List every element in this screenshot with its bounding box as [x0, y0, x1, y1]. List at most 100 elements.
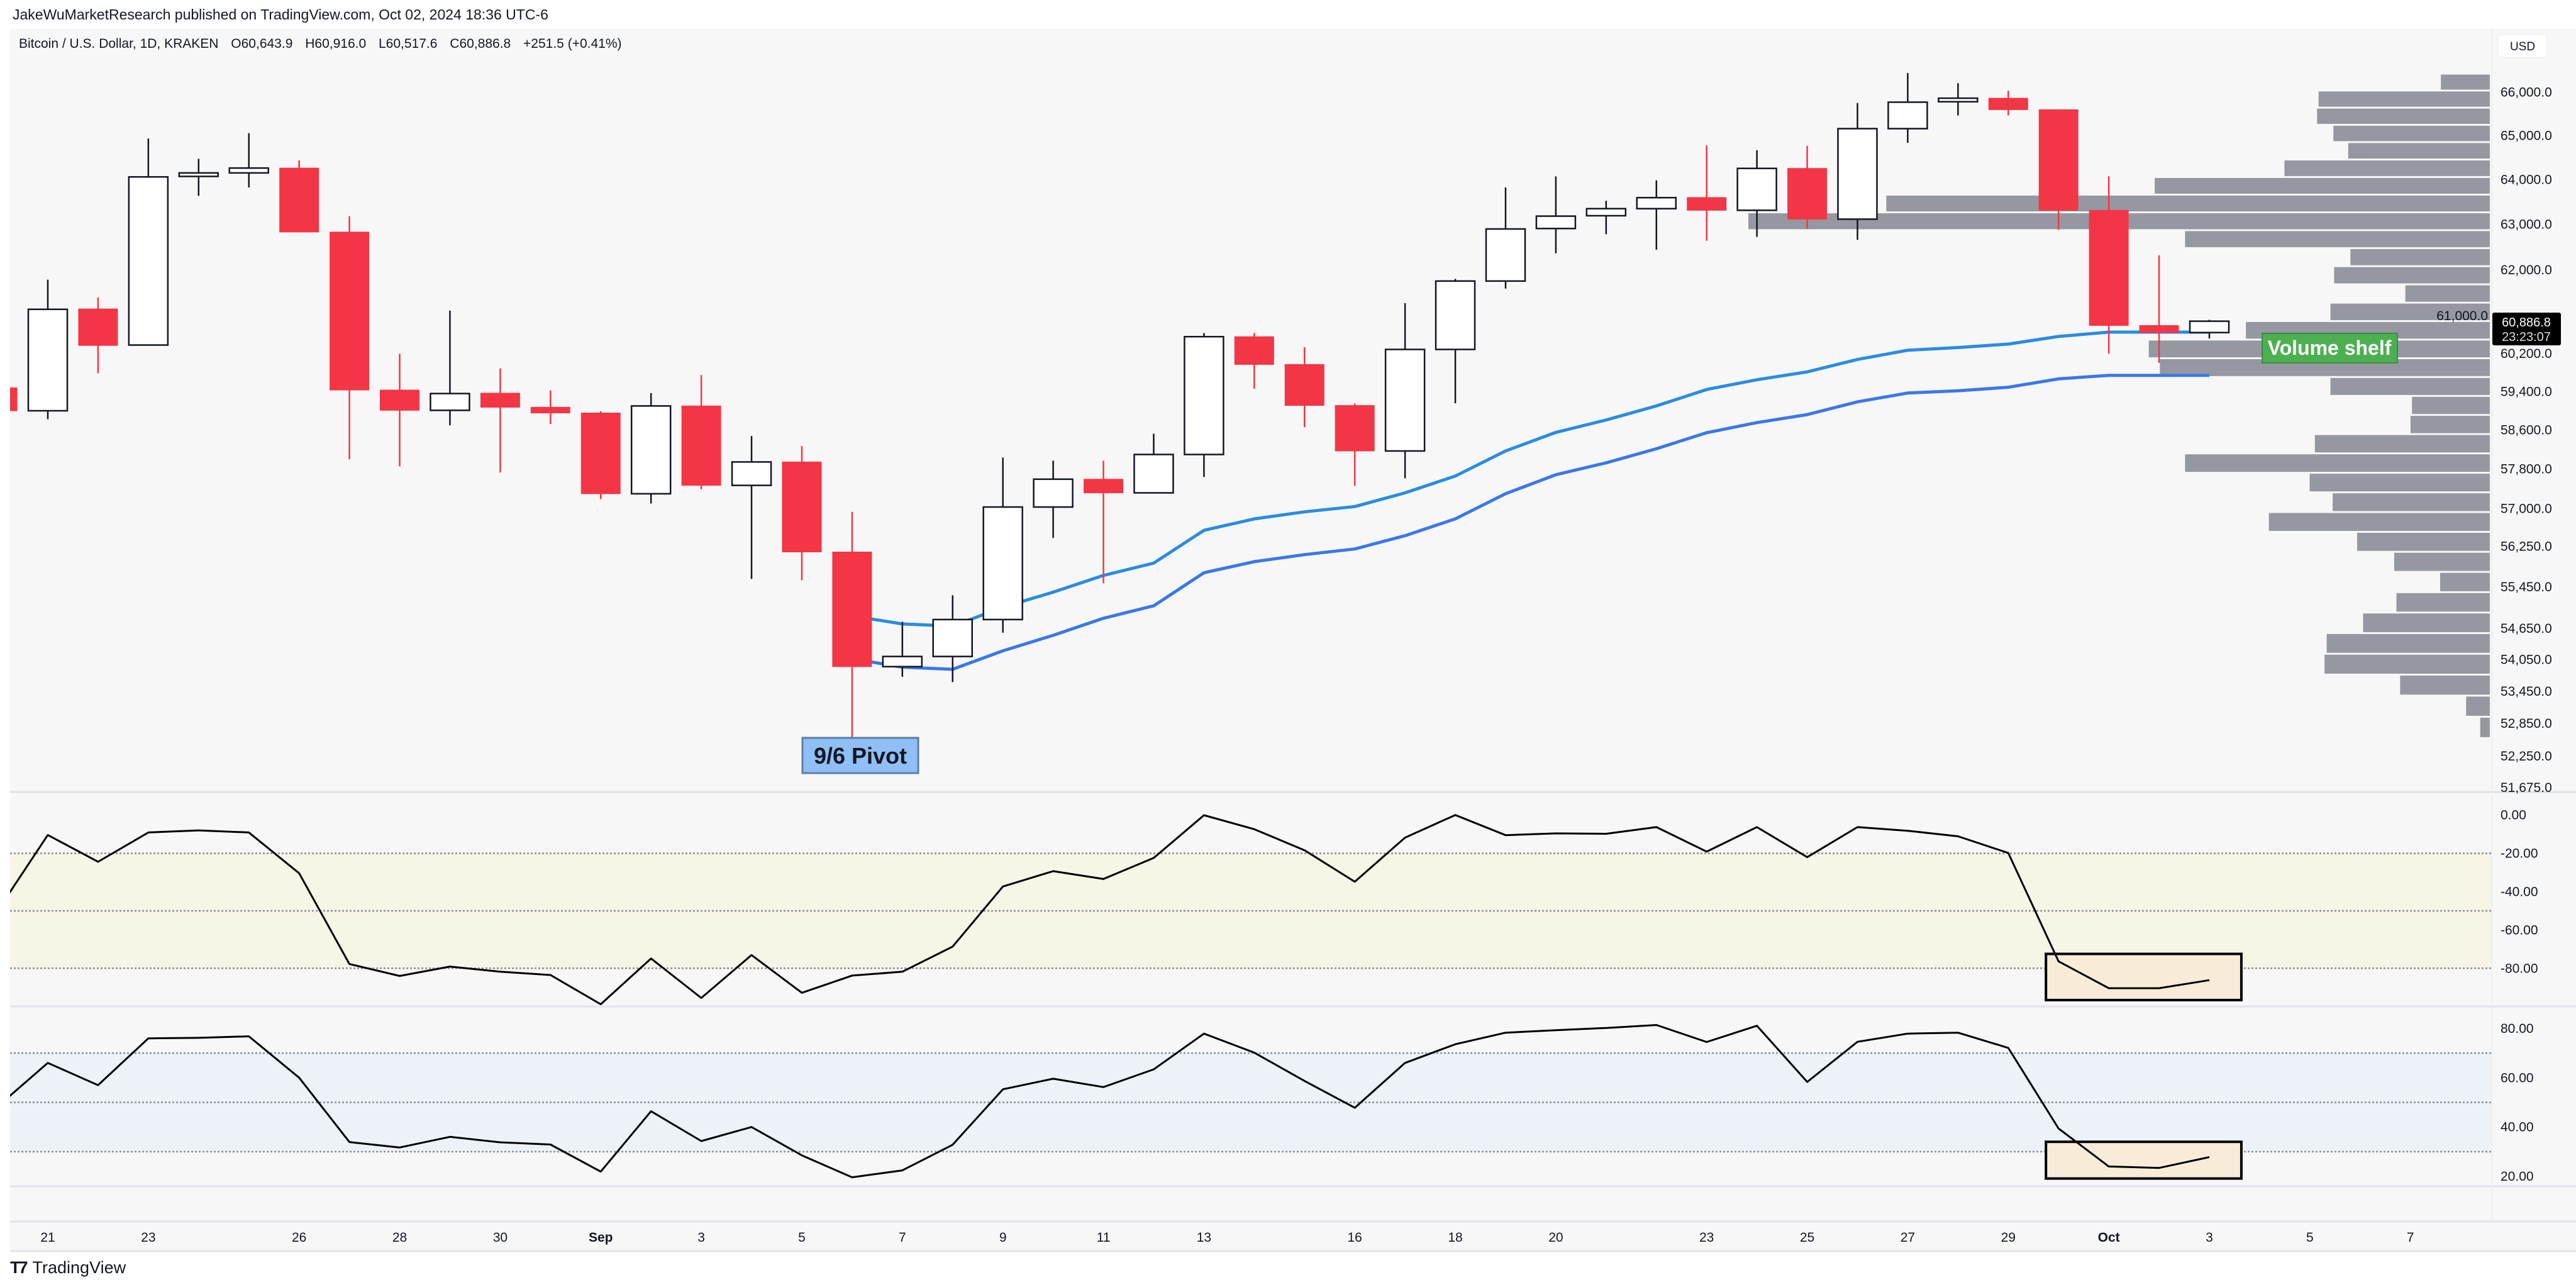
footer-brand[interactable]: T7 TradingView — [10, 1258, 126, 1278]
candle-body — [1033, 478, 1074, 508]
candle-body — [982, 506, 1023, 621]
candle — [1535, 176, 1577, 254]
time-axis-label: 23 — [1699, 1230, 1714, 1245]
candle — [1133, 433, 1174, 494]
bar-countdown: 23:23:07 — [2502, 330, 2551, 344]
time-axis-label: 27 — [1901, 1230, 1915, 1245]
candle-body — [1887, 101, 1928, 130]
price-axis-label: 62,000.0 — [2501, 263, 2552, 277]
candle-body — [1133, 454, 1174, 494]
candle-body — [832, 552, 872, 667]
volume-profile-bar — [2466, 696, 2490, 716]
candle — [1234, 333, 1274, 389]
candle — [731, 436, 772, 579]
price-axis-label: 66,000.0 — [2501, 85, 2552, 99]
volume-shelf-label[interactable]: Volume shelf — [2262, 333, 2398, 364]
time-axis-label: 30 — [493, 1230, 508, 1245]
volume-profile-bar — [2394, 552, 2490, 571]
candle — [1084, 460, 1124, 584]
candle — [1687, 145, 1727, 241]
pivot-label[interactable]: 9/6 Pivot — [801, 737, 919, 774]
oscillator-1-line — [10, 814, 2210, 1005]
candle — [1887, 73, 1928, 143]
volume-profile-bar — [2350, 248, 2490, 265]
candle-body — [1084, 479, 1124, 494]
time-axis-label: 16 — [1348, 1230, 1362, 1245]
candle — [1837, 103, 1878, 240]
candle — [1184, 333, 1224, 477]
oscillator-axis-label: 20.00 — [2501, 1169, 2534, 1184]
candle-body — [178, 172, 219, 177]
symbol-name[interactable]: Bitcoin / U.S. Dollar, 1D, KRAKEN — [19, 36, 219, 51]
time-axis-label: 13 — [1197, 1230, 1211, 1245]
volume-profile-bar — [2440, 572, 2490, 591]
candle-body — [1938, 97, 1979, 103]
oscillator-axis-label: -60.00 — [2501, 923, 2538, 937]
candle — [681, 375, 721, 489]
candle — [480, 368, 520, 473]
candle — [1938, 83, 1979, 116]
currency-button[interactable]: USD — [2497, 34, 2548, 58]
candle — [1485, 187, 1526, 289]
candle — [1033, 460, 1074, 538]
candle — [1988, 91, 2028, 116]
candle-body — [1535, 215, 1577, 230]
oscillator-pane-1[interactable] — [0, 814, 2492, 1005]
candle — [1787, 145, 1828, 229]
volume-profile-bar — [2185, 454, 2490, 472]
candle-body — [330, 231, 370, 391]
volume-profile-bar — [2309, 474, 2490, 492]
price-pane[interactable] — [0, 73, 2490, 739]
candle-body — [380, 389, 420, 411]
candle — [832, 511, 872, 739]
time-axis-label: 5 — [2306, 1230, 2314, 1245]
candle — [128, 138, 169, 346]
candle-body — [2139, 325, 2179, 333]
price-axis-label: 65,000.0 — [2501, 128, 2552, 143]
candle-body — [480, 393, 520, 408]
time-axis-label: 23 — [141, 1230, 155, 1245]
brand-name: TradingView — [32, 1258, 126, 1277]
volume-profile-bar — [2412, 396, 2490, 415]
candle-body — [681, 405, 721, 486]
ohlc-close: C60,886.8 — [450, 36, 511, 51]
candle — [78, 297, 118, 374]
volume-profile-bar — [1886, 195, 2490, 212]
oscillator-axis-label: 80.00 — [2501, 1022, 2534, 1036]
candle — [882, 621, 923, 677]
price-axis-label: 58,600.0 — [2501, 423, 2552, 438]
time-axis-label: 9 — [999, 1230, 1007, 1245]
time-axis-label: 3 — [2206, 1230, 2213, 1245]
oscillator-axis-label: 60.00 — [2501, 1071, 2534, 1085]
volume-profile-bar — [2357, 532, 2490, 551]
ohlc-open: O60,643.9 — [231, 36, 293, 51]
volume-profile-bar — [2400, 675, 2490, 695]
candle — [10, 387, 18, 411]
candle — [530, 390, 570, 425]
pivot-text: 9/6 Pivot — [814, 743, 907, 769]
candle-body — [10, 387, 18, 411]
time-axis-label: 21 — [40, 1230, 55, 1245]
volume-profile-bar — [2396, 593, 2490, 612]
volume-profile — [1748, 74, 2490, 737]
candle — [2089, 176, 2129, 354]
volume-profile-bar — [2268, 513, 2490, 531]
candle-body — [1585, 208, 1627, 217]
time-axis-label: 20 — [1548, 1230, 1563, 1245]
symbol-legend: Bitcoin / U.S. Dollar, 1D, KRAKEN O60,64… — [19, 36, 631, 52]
candle — [1335, 403, 1375, 486]
candle — [2189, 320, 2230, 339]
candle-body — [1736, 167, 1777, 211]
oscillator-axis-label: -20.00 — [2501, 847, 2538, 861]
price-axis-label: 52,250.0 — [2501, 749, 2552, 764]
candle — [2038, 109, 2079, 230]
candle-body — [782, 461, 822, 553]
candle-body — [1284, 364, 1324, 406]
last-price-tag: 60,886.8 23:23:07 — [2492, 313, 2561, 345]
oscillator-pane-2[interactable] — [0, 1024, 2492, 1180]
candle-body — [882, 655, 923, 668]
volume-profile-bar — [2314, 435, 2490, 453]
candle — [27, 279, 69, 420]
price-change: +251.5 (+0.41%) — [523, 36, 622, 51]
